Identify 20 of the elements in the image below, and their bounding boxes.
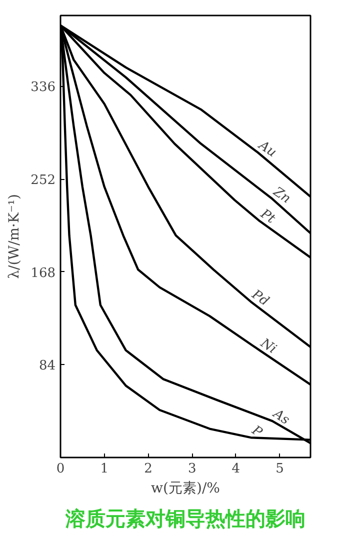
text: P — [248, 422, 265, 441]
x-tick-label: 5 — [276, 462, 284, 476]
text: Pd — [248, 286, 272, 310]
x-tick-label: 0 — [56, 462, 65, 476]
x-tick-label: 2 — [144, 462, 152, 476]
text: As — [270, 406, 292, 428]
text: 溶质元素对铜导热性的影响 — [64, 506, 306, 530]
x-tick-label: 3 — [188, 462, 196, 476]
text: Pt — [256, 206, 278, 228]
text: Zn — [270, 184, 294, 207]
x-axis-title: w(元素)/% — [151, 480, 220, 496]
y-tick-label: 168 — [30, 266, 56, 281]
x-tick-label: 1 — [100, 462, 109, 476]
x-tick-label: 4 — [232, 462, 240, 476]
y-axis-title: λ/(W/m·K⁻¹) — [6, 194, 23, 279]
text: Au — [255, 138, 279, 161]
y-tick-label: 84 — [38, 358, 56, 374]
y-tick-label: 252 — [30, 173, 56, 188]
y-tick-label: 336 — [30, 80, 56, 96]
text: Ni — [256, 335, 279, 358]
